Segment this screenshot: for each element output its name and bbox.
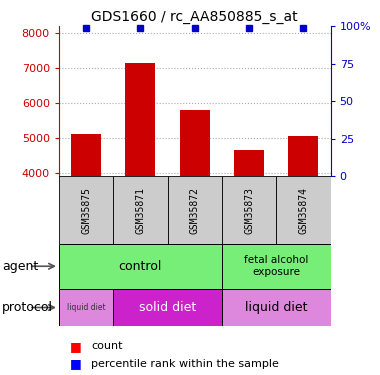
Text: GSM35872: GSM35872 <box>190 186 200 234</box>
Bar <box>234 150 264 176</box>
Text: ■: ■ <box>70 357 82 370</box>
Text: fetal alcohol
exposure: fetal alcohol exposure <box>244 255 309 278</box>
Text: count: count <box>91 341 123 351</box>
Bar <box>180 110 210 176</box>
Text: ■: ■ <box>70 340 82 352</box>
Bar <box>288 136 318 176</box>
Text: percentile rank within the sample: percentile rank within the sample <box>91 359 279 369</box>
Bar <box>59 244 222 289</box>
Bar <box>113 176 168 244</box>
Bar <box>125 63 155 176</box>
Text: solid diet: solid diet <box>139 301 196 314</box>
Title: GDS1660 / rc_AA850885_s_at: GDS1660 / rc_AA850885_s_at <box>92 10 298 24</box>
Bar <box>222 244 331 289</box>
Text: GSM35873: GSM35873 <box>244 186 254 234</box>
Text: GSM35874: GSM35874 <box>298 186 309 234</box>
Text: agent: agent <box>2 260 38 273</box>
Bar <box>59 289 113 326</box>
Bar <box>113 289 222 326</box>
Bar <box>168 176 222 244</box>
Bar <box>71 134 101 176</box>
Text: liquid diet: liquid diet <box>67 303 105 312</box>
Text: GSM35875: GSM35875 <box>81 186 91 234</box>
Bar <box>276 176 331 244</box>
Bar <box>59 176 113 244</box>
Bar <box>222 176 276 244</box>
Text: liquid diet: liquid diet <box>245 301 307 314</box>
Bar <box>222 289 331 326</box>
Text: protocol: protocol <box>2 301 53 314</box>
Text: GSM35871: GSM35871 <box>135 186 146 234</box>
Text: control: control <box>119 260 162 273</box>
